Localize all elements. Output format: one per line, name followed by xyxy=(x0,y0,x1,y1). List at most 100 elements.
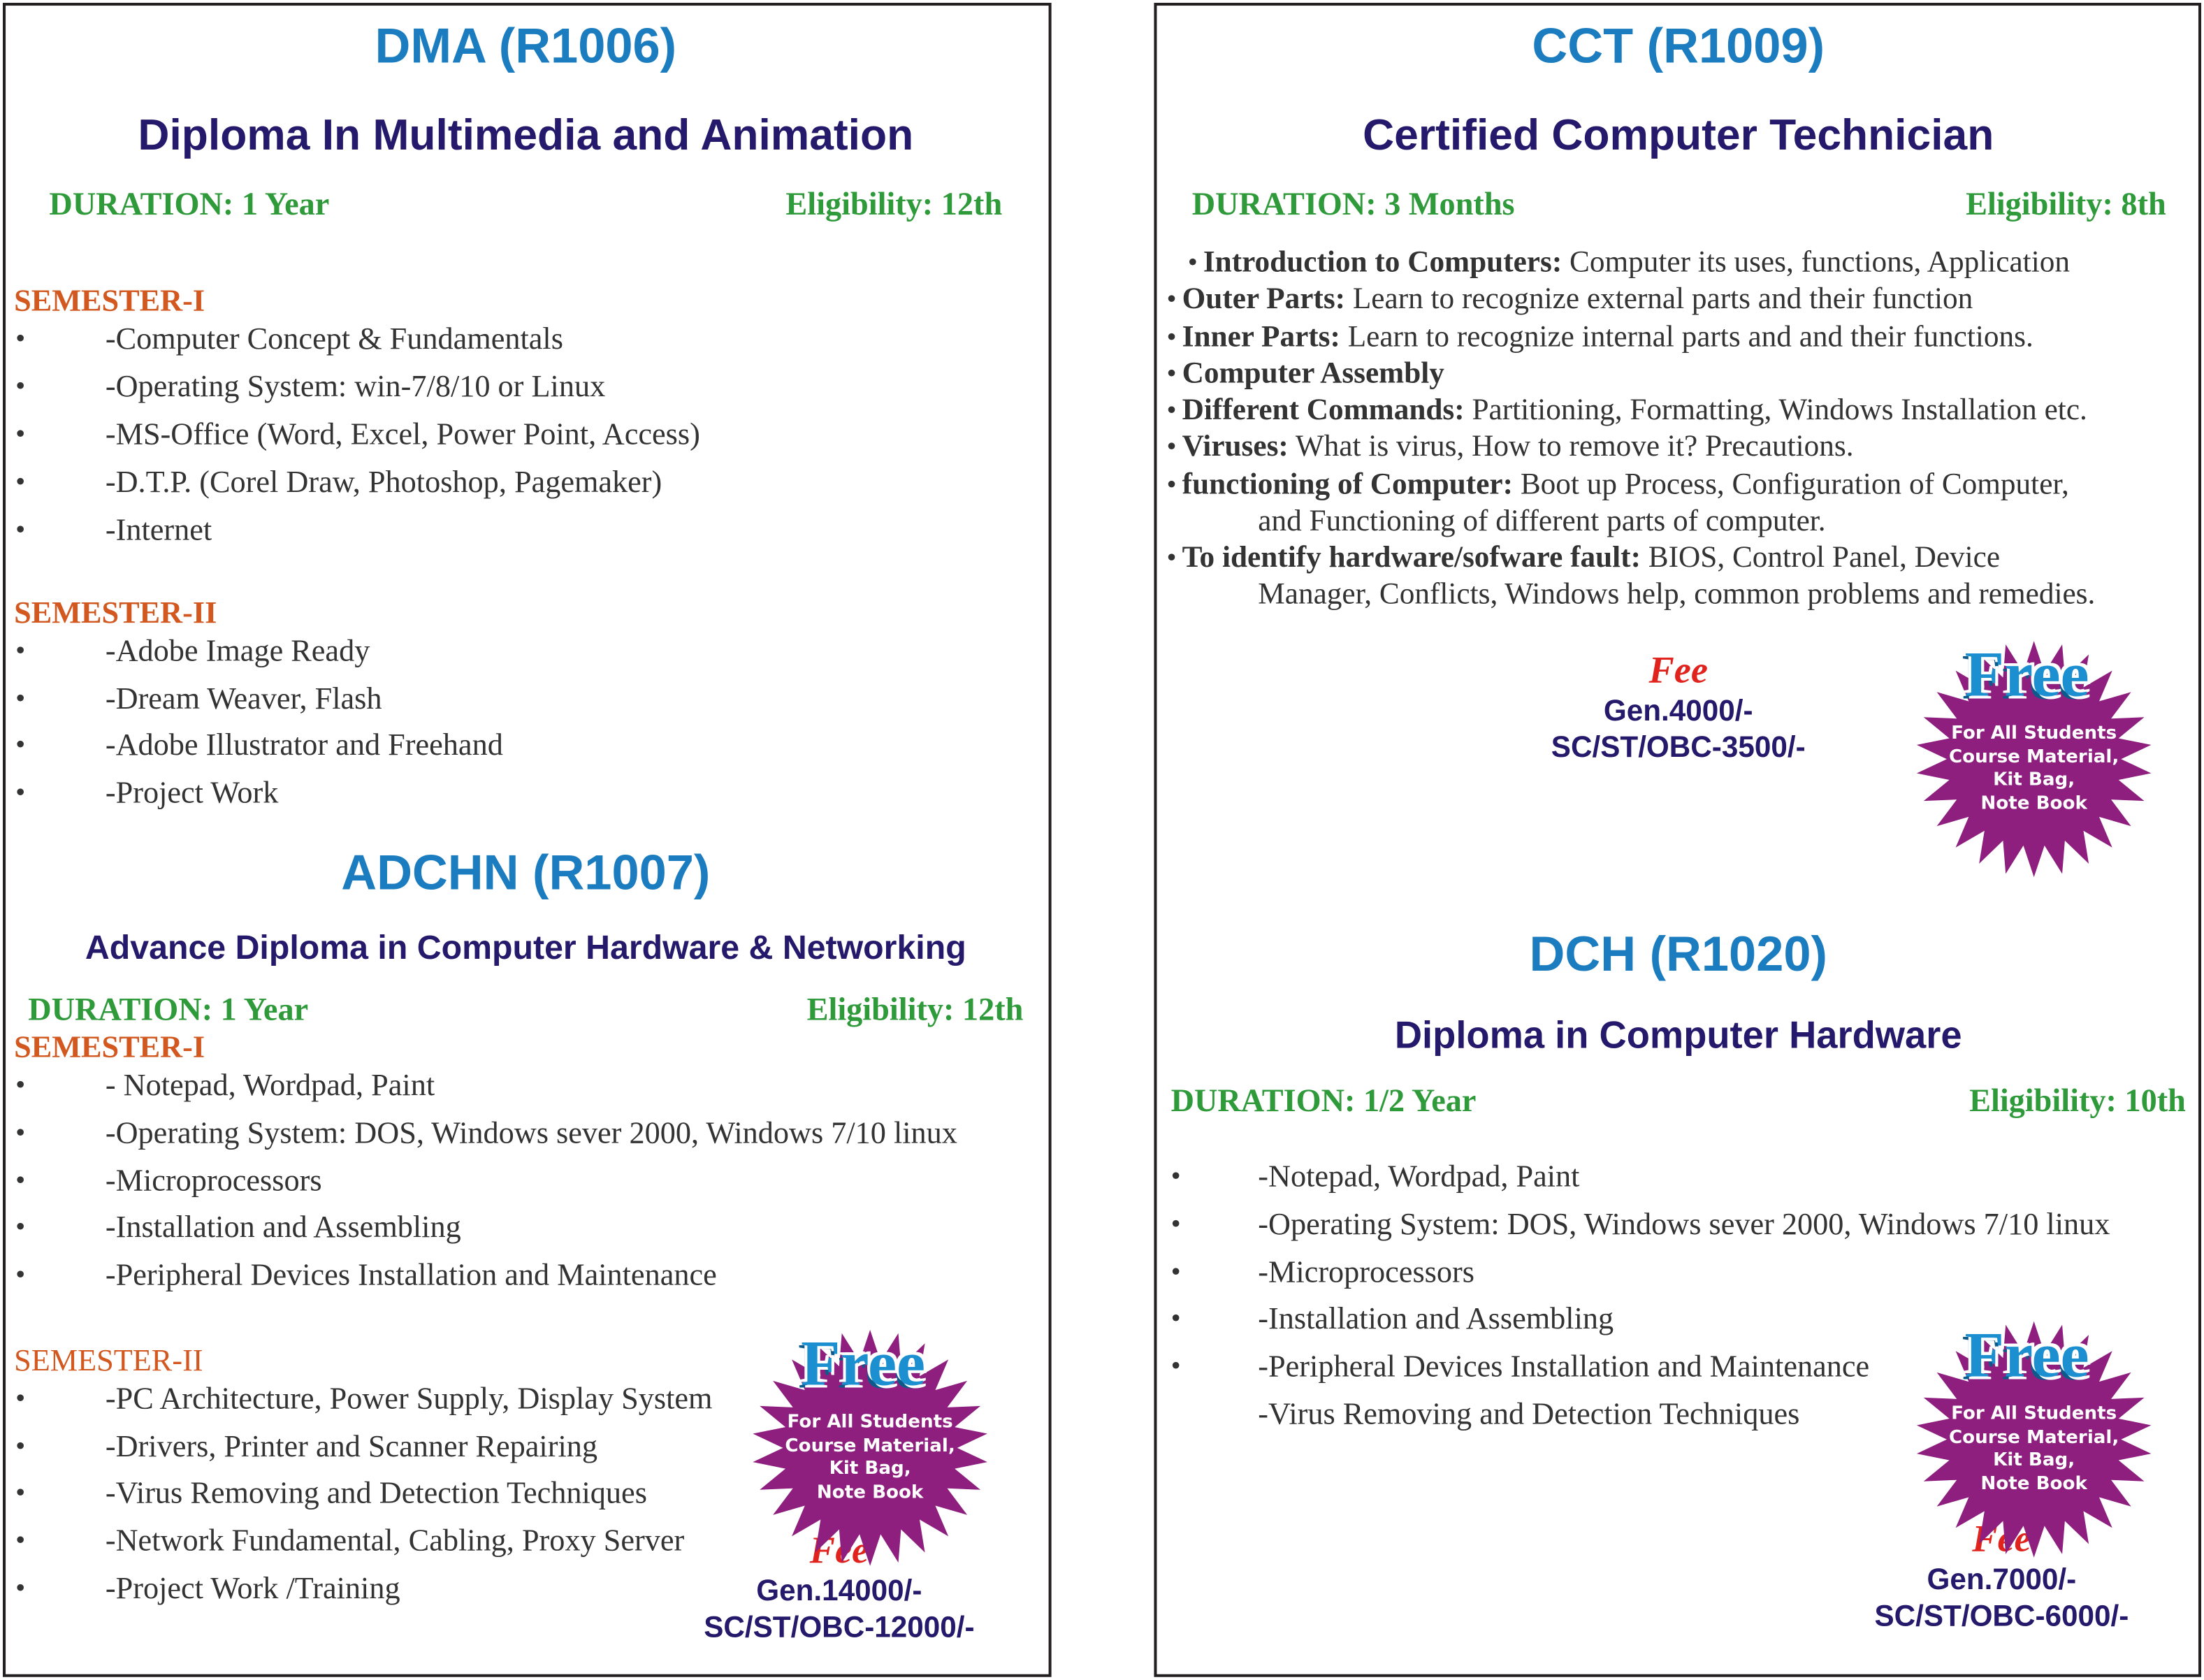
bullet-icon: • xyxy=(15,466,26,498)
bullet-icon: • xyxy=(15,1383,26,1414)
topic-item: Different Commands: Partitioning, Format… xyxy=(1182,392,2087,426)
course-eligibility: Eligibility: 12th xyxy=(806,992,1024,1027)
bullet-icon: • xyxy=(1170,1351,1181,1382)
bullet-icon: • xyxy=(15,1165,26,1196)
free-badge-line: For All Students xyxy=(1951,723,2117,745)
fee-reserved: SC/ST/OBC-3500/- xyxy=(1551,731,1806,765)
topic-item: functioning of Computer: Boot up Process… xyxy=(1182,467,2069,501)
course-name: Diploma in Computer Hardware xyxy=(1394,1014,1962,1057)
list-item: -Operating System: DOS, Windows sever 20… xyxy=(1258,1205,2110,1242)
list-item: -Computer Concept & Fundamentals xyxy=(105,320,563,356)
list-item: -D.T.P. (Corel Draw, Photoshop, Pagemake… xyxy=(105,463,662,500)
bullet-icon: • xyxy=(15,1525,26,1556)
topic-continuation: Manager, Conflicts, Windows help, common… xyxy=(1258,577,2096,611)
topic-title: Different Commands: xyxy=(1182,392,1465,426)
list-item: -Notepad, Wordpad, Paint xyxy=(1258,1158,1580,1194)
list-item: -Microprocessors xyxy=(1258,1254,1475,1289)
free-badge-line: Course Material, xyxy=(785,1435,955,1456)
topic-description: Boot up Process, Configuration of Comput… xyxy=(1513,467,2069,501)
list-item: -Adobe Image Ready xyxy=(105,632,370,668)
fee-reserved: SC/ST/OBC-6000/- xyxy=(1874,1600,2129,1633)
bullet-icon: • xyxy=(15,729,26,761)
semester-heading: SEMESTER-I xyxy=(14,1029,205,1064)
bullet-icon: • xyxy=(1166,431,1177,463)
free-badge-line: Kit Bag, xyxy=(1993,769,2075,791)
course-code: DCH (R1020) xyxy=(1529,927,1827,983)
topic-continuation: and Functioning of different parts of co… xyxy=(1258,503,1826,537)
topic-title: Computer Assembly xyxy=(1182,356,1444,390)
fee-reserved: SC/ST/OBC-12000/- xyxy=(704,1612,975,1644)
course-eligibility: Eligibility: 12th xyxy=(785,186,1003,222)
topic-item: Computer Assembly xyxy=(1182,356,1444,390)
course-eligibility: Eligibility: 10th xyxy=(1969,1082,2186,1119)
bullet-icon: • xyxy=(1170,1257,1181,1288)
topic-title: Inner Parts: xyxy=(1182,319,1340,354)
list-item: -Drivers, Printer and Scanner Repairing xyxy=(105,1428,598,1463)
free-badge-title: Free xyxy=(1964,638,2089,710)
bullet-icon: • xyxy=(1166,284,1177,315)
bullet-icon: • xyxy=(1166,321,1177,353)
list-item: -Installation and Assembling xyxy=(105,1208,461,1245)
free-badge-line: For All Students xyxy=(787,1412,953,1433)
topic-item: Outer Parts: Learn to recognize external… xyxy=(1182,281,1973,316)
bullet-icon: • xyxy=(15,419,26,450)
list-item: -Internet xyxy=(105,512,212,547)
course-name: Certified Computer Technician xyxy=(1363,110,1994,160)
free-badge-title: Free xyxy=(801,1326,926,1399)
list-item: -PC Architecture, Power Supply, Display … xyxy=(105,1380,713,1416)
course-code: CCT (R1009) xyxy=(1532,19,1825,74)
topic-item: Introduction to Computers: Computer its … xyxy=(1203,247,2070,278)
semester-heading: SEMESTER-I xyxy=(14,282,205,318)
bullet-icon: • xyxy=(1166,358,1177,390)
course-duration: DURATION: 1/2 Year xyxy=(1170,1082,1477,1119)
list-item: -Virus Removing and Detection Techniques xyxy=(1258,1396,1800,1431)
starburst-badge-icon xyxy=(1916,641,2152,878)
list-item: -MS-Office (Word, Excel, Power Point, Ac… xyxy=(105,416,700,451)
topic-title: Outer Parts: xyxy=(1182,281,1346,316)
bullet-icon: • xyxy=(1170,1208,1181,1240)
course-duration: DURATION: 3 Months xyxy=(1191,186,1515,222)
free-badge-title: Free xyxy=(1964,1318,2089,1391)
course-code: ADCHN (R1007) xyxy=(341,845,711,901)
fee-general: Gen.14000/- xyxy=(756,1574,922,1608)
bullet-icon: • xyxy=(15,514,26,546)
list-item: - Notepad, Wordpad, Paint xyxy=(105,1066,435,1103)
bullet-icon: • xyxy=(15,371,26,403)
starburst-shape xyxy=(1916,1321,2152,1558)
list-item: -Project Work /Training xyxy=(105,1570,400,1606)
topic-title: functioning of Computer: xyxy=(1182,467,1514,501)
starburst-badge-icon xyxy=(753,1329,987,1566)
topic-title: To identify hardware/sofware fault: xyxy=(1182,540,1641,574)
topic-title: Viruses: xyxy=(1182,429,1289,463)
list-item: -Installation and Assembling xyxy=(1258,1300,1614,1335)
fee-general: Gen.4000/- xyxy=(1603,695,1753,727)
list-item: -Dream Weaver, Flash xyxy=(105,680,382,716)
topic-description: Learn to recognize external parts and th… xyxy=(1345,281,1973,316)
free-badge-line: Note Book xyxy=(816,1482,924,1503)
topic-item: Inner Parts: Learn to recognize internal… xyxy=(1182,319,2033,354)
bullet-icon: • xyxy=(15,1117,26,1149)
course-code: DMA (R1006) xyxy=(375,19,677,74)
starburst-shape xyxy=(1916,641,2152,878)
list-item: -Project Work xyxy=(105,774,279,810)
topic-item: To identify hardware/sofware fault: BIOS… xyxy=(1182,540,2001,574)
topic-description: BIOS, Control Panel, Device xyxy=(1640,540,2001,574)
course-name: Diploma In Multimedia and Animation xyxy=(138,110,914,160)
list-item: -Peripheral Devices Installation and Mai… xyxy=(105,1257,717,1292)
list-item: -Network Fundamental, Cabling, Proxy Ser… xyxy=(105,1522,685,1558)
free-badge-line: Note Book xyxy=(1980,792,2087,814)
list-item: -Virus Removing and Detection Techniques xyxy=(105,1475,647,1510)
course-name: Advance Diploma in Computer Hardware & N… xyxy=(85,929,966,967)
free-badge-line: For All Students xyxy=(1951,1403,2117,1425)
course-duration: DURATION: 1 Year xyxy=(28,992,309,1027)
bullet-icon: • xyxy=(15,777,26,809)
free-badge-line: Course Material, xyxy=(1948,746,2119,768)
course-eligibility: Eligibility: 8th xyxy=(1966,186,2166,222)
list-item: -Operating System: win-7/8/10 or Linux xyxy=(105,368,606,404)
list-item: -Microprocessors xyxy=(105,1162,322,1198)
free-badge-line: Kit Bag, xyxy=(1993,1449,2075,1472)
starburst-shape xyxy=(753,1329,987,1566)
topic-description: Partitioning, Formatting, Windows Instal… xyxy=(1464,392,2087,426)
free-badge-line: Kit Bag, xyxy=(829,1458,911,1480)
